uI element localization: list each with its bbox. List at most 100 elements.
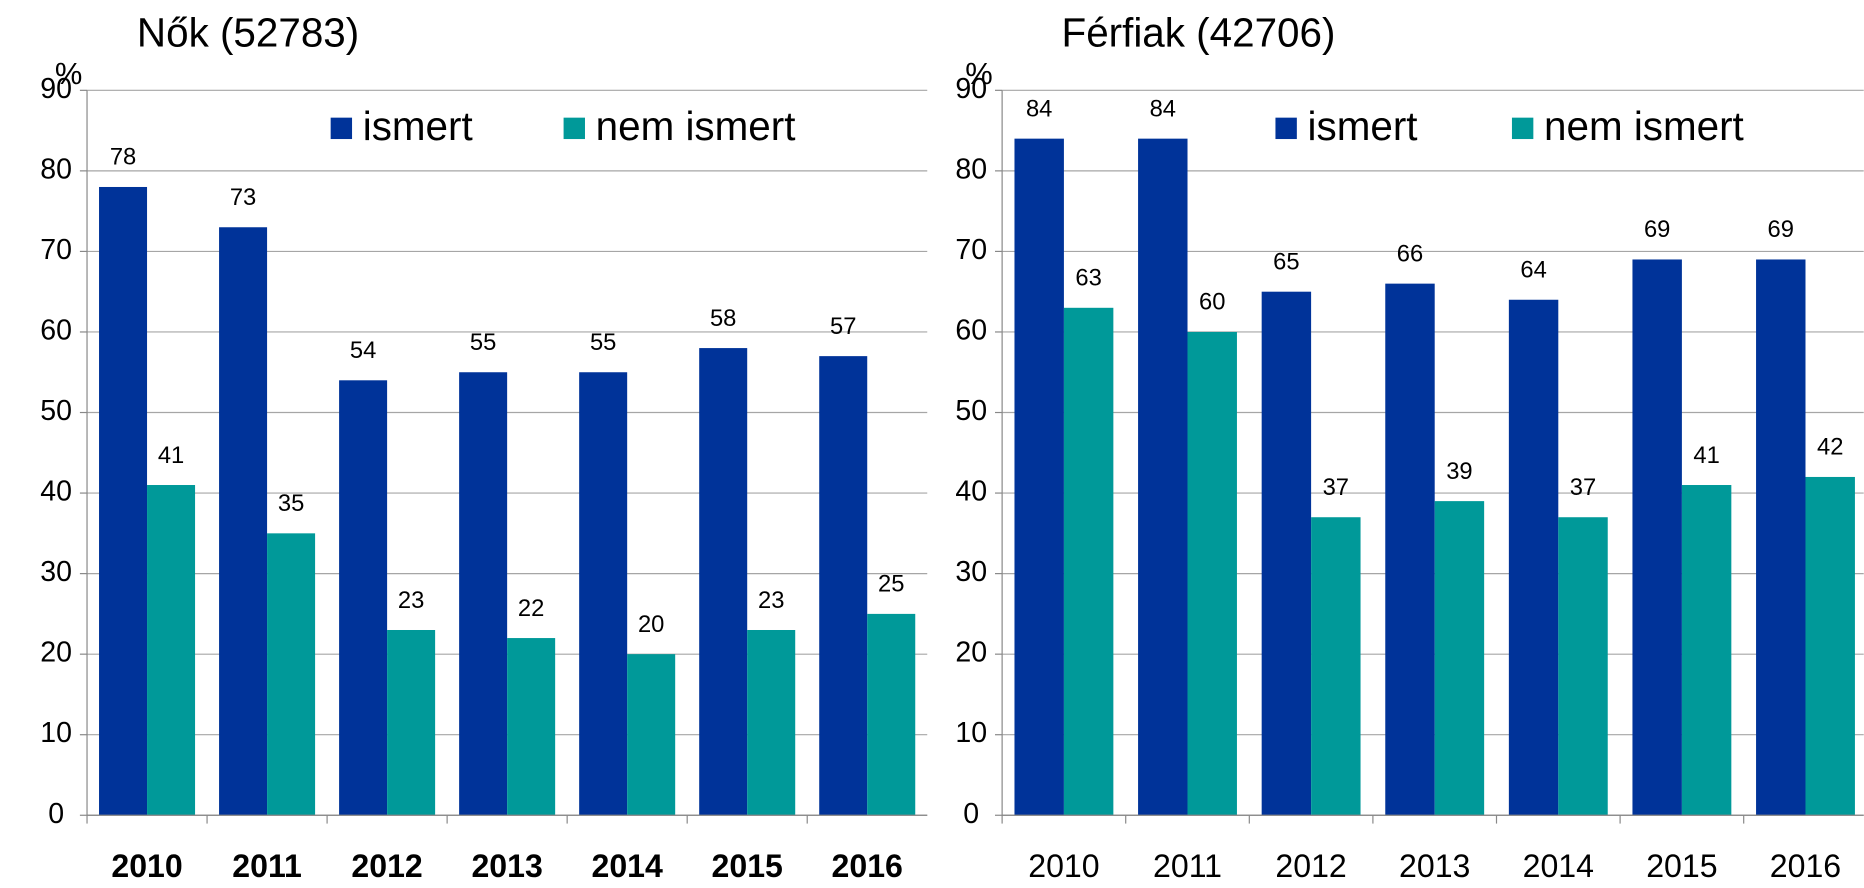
bar: [867, 613, 916, 816]
value-label: 37: [1570, 474, 1596, 501]
bar: [1261, 291, 1312, 816]
bar: [387, 629, 436, 816]
x-tick-label: 2016: [832, 848, 903, 883]
bar: [267, 533, 316, 816]
y-tick-label: 10: [40, 717, 72, 749]
value-label: 55: [590, 329, 616, 356]
bar: [219, 227, 268, 816]
value-label: 41: [1693, 442, 1719, 469]
bar: [1681, 485, 1732, 816]
chart-title: Férfiak (42706): [1062, 9, 1336, 55]
x-tick-label: 2010: [111, 848, 182, 883]
y-tick-label: 50: [40, 395, 72, 427]
x-tick-label: 2011: [232, 848, 302, 883]
y-tick-label: 40: [40, 476, 72, 508]
x-tick-label: 2015: [1646, 848, 1717, 883]
value-label: 63: [1075, 265, 1101, 292]
y-tick-label: 50: [955, 395, 987, 427]
value-label: 39: [1446, 458, 1472, 485]
bar: [1063, 307, 1114, 816]
y-tick-label: 70: [955, 234, 987, 266]
x-tick-label: 2015: [712, 848, 783, 883]
bar: [1311, 517, 1361, 816]
value-label: 37: [1323, 474, 1349, 501]
value-label: 64: [1520, 257, 1546, 284]
y-unit: %: [55, 56, 82, 91]
y-tick-label: 80: [955, 153, 987, 185]
y-tick-label: 40: [955, 476, 987, 508]
value-label: 23: [398, 587, 424, 614]
legend-label: nem ismert: [596, 103, 796, 149]
value-label: 60: [1199, 289, 1225, 316]
bar: [819, 356, 868, 816]
y-tick-label: 60: [40, 314, 72, 346]
value-label: 78: [110, 144, 136, 171]
value-label: 73: [230, 184, 256, 211]
y-tick-label: 0: [48, 798, 64, 830]
bar: [339, 380, 388, 816]
value-label: 57: [830, 313, 856, 340]
x-tick-label: 2014: [1523, 848, 1594, 883]
y-tick-label: 80: [40, 153, 72, 185]
x-tick-label: 2010: [1028, 848, 1099, 883]
x-tick-label: 2011: [1153, 848, 1222, 883]
y-tick-label: 90: [955, 73, 987, 105]
bar: [1014, 138, 1064, 816]
y-tick-label: 20: [955, 637, 987, 669]
legend-label: nem ismert: [1544, 103, 1744, 149]
value-label: 22: [518, 595, 544, 622]
legend-swatch: [563, 117, 585, 140]
y-tick-label: 30: [955, 556, 987, 588]
bar: [1756, 259, 1806, 816]
value-label: 25: [878, 571, 904, 598]
bar: [1385, 283, 1435, 816]
y-tick-label: 0: [963, 798, 979, 830]
legend-label: ismert: [363, 103, 473, 149]
y-tick-label: 70: [40, 234, 72, 266]
bar: [1187, 331, 1237, 816]
value-label: 23: [758, 587, 784, 614]
value-label: 84: [1150, 95, 1176, 122]
bar: [1138, 138, 1188, 816]
y-tick-label: 10: [955, 717, 987, 749]
legend-label: ismert: [1308, 103, 1418, 149]
bar: [579, 372, 628, 816]
bar: [627, 654, 676, 816]
bar: [1558, 517, 1608, 816]
bar: [507, 638, 556, 816]
value-label: 55: [470, 329, 496, 356]
x-tick-label: 2014: [591, 848, 663, 883]
x-tick-label: 2013: [1399, 848, 1470, 883]
bar: [1434, 501, 1485, 816]
value-label: 65: [1273, 248, 1299, 275]
y-unit: %: [965, 56, 992, 91]
y-tick-label: 90: [40, 73, 72, 105]
bar: [147, 485, 196, 816]
bar: [1508, 299, 1559, 816]
y-tick-label: 20: [40, 637, 72, 669]
value-label: 66: [1397, 240, 1423, 267]
value-label: 69: [1768, 216, 1794, 243]
value-label: 35: [278, 490, 304, 517]
legend-swatch: [1275, 117, 1297, 140]
y-tick-label: 30: [40, 556, 72, 588]
x-tick-label: 2016: [1770, 848, 1841, 883]
bar: [747, 629, 796, 816]
value-label: 69: [1644, 216, 1670, 243]
chart-title: Nők (52783): [137, 9, 359, 55]
value-label: 58: [710, 305, 736, 332]
x-tick-label: 2013: [471, 848, 542, 883]
value-label: 54: [350, 337, 376, 364]
y-tick-label: 60: [955, 314, 987, 346]
x-tick-label: 2012: [351, 848, 422, 883]
value-label: 41: [158, 442, 184, 469]
value-label: 42: [1817, 434, 1843, 461]
value-label: 20: [638, 611, 664, 638]
bar: [699, 348, 748, 816]
bar: [459, 372, 508, 816]
legend-swatch: [330, 117, 353, 140]
x-tick-label: 2012: [1275, 848, 1346, 883]
legend-swatch: [1511, 117, 1534, 140]
bar: [1632, 259, 1682, 816]
